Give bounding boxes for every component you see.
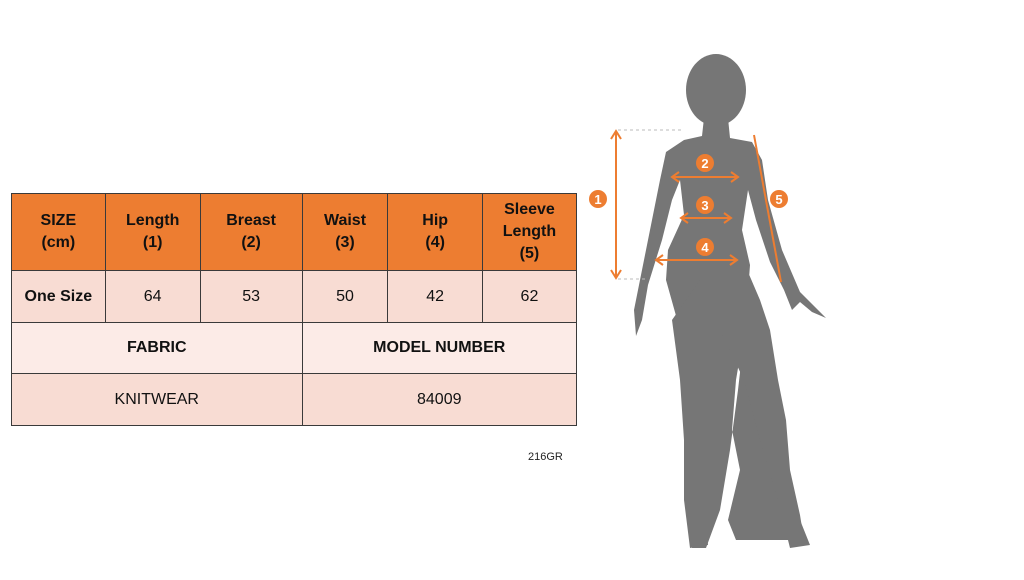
header-breast: Breast (2) (199, 193, 303, 271)
size-cell: One Size (11, 270, 106, 323)
header-length: Length (1) (104, 193, 201, 271)
table-row: One Size 64 53 50 42 62 (11, 270, 578, 323)
fabric-value: KNITWEAR (11, 373, 303, 426)
length-value: 64 (104, 270, 201, 323)
svg-text:2: 2 (701, 156, 708, 171)
waist-value: 50 (301, 270, 389, 323)
header-row: SIZE (cm) Length (1) Breast (2) Waist (3… (11, 193, 578, 271)
product-code: 216GR (528, 451, 563, 463)
svg-text:5: 5 (775, 192, 782, 207)
header-sleeve-length: Sleeve Length (5) (481, 193, 578, 271)
measurement-arrows (610, 129, 782, 283)
model-number-value: 84009 (301, 373, 577, 426)
header-size: SIZE (cm) (11, 193, 106, 271)
svg-text:3: 3 (701, 198, 708, 213)
header-waist: Waist (3) (301, 193, 389, 271)
measurement-markers: 1 2 3 4 5 (589, 154, 788, 256)
sleeve-length-value: 62 (481, 270, 578, 323)
info-value-row: KNITWEAR 84009 (11, 373, 577, 426)
size-chart-table: SIZE (cm) Length (1) Breast (2) Waist (3… (11, 193, 578, 426)
header-hip: Hip (4) (387, 193, 483, 271)
svg-text:1: 1 (594, 192, 601, 207)
guide-lines (618, 129, 682, 280)
hip-value: 42 (387, 270, 483, 323)
body-silhouette (634, 54, 826, 548)
svg-text:4: 4 (701, 240, 709, 255)
